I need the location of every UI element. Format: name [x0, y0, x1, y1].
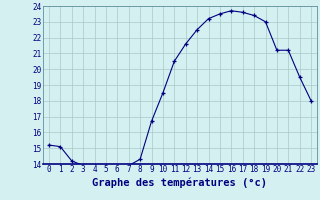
X-axis label: Graphe des températures (°c): Graphe des températures (°c) — [92, 177, 268, 188]
